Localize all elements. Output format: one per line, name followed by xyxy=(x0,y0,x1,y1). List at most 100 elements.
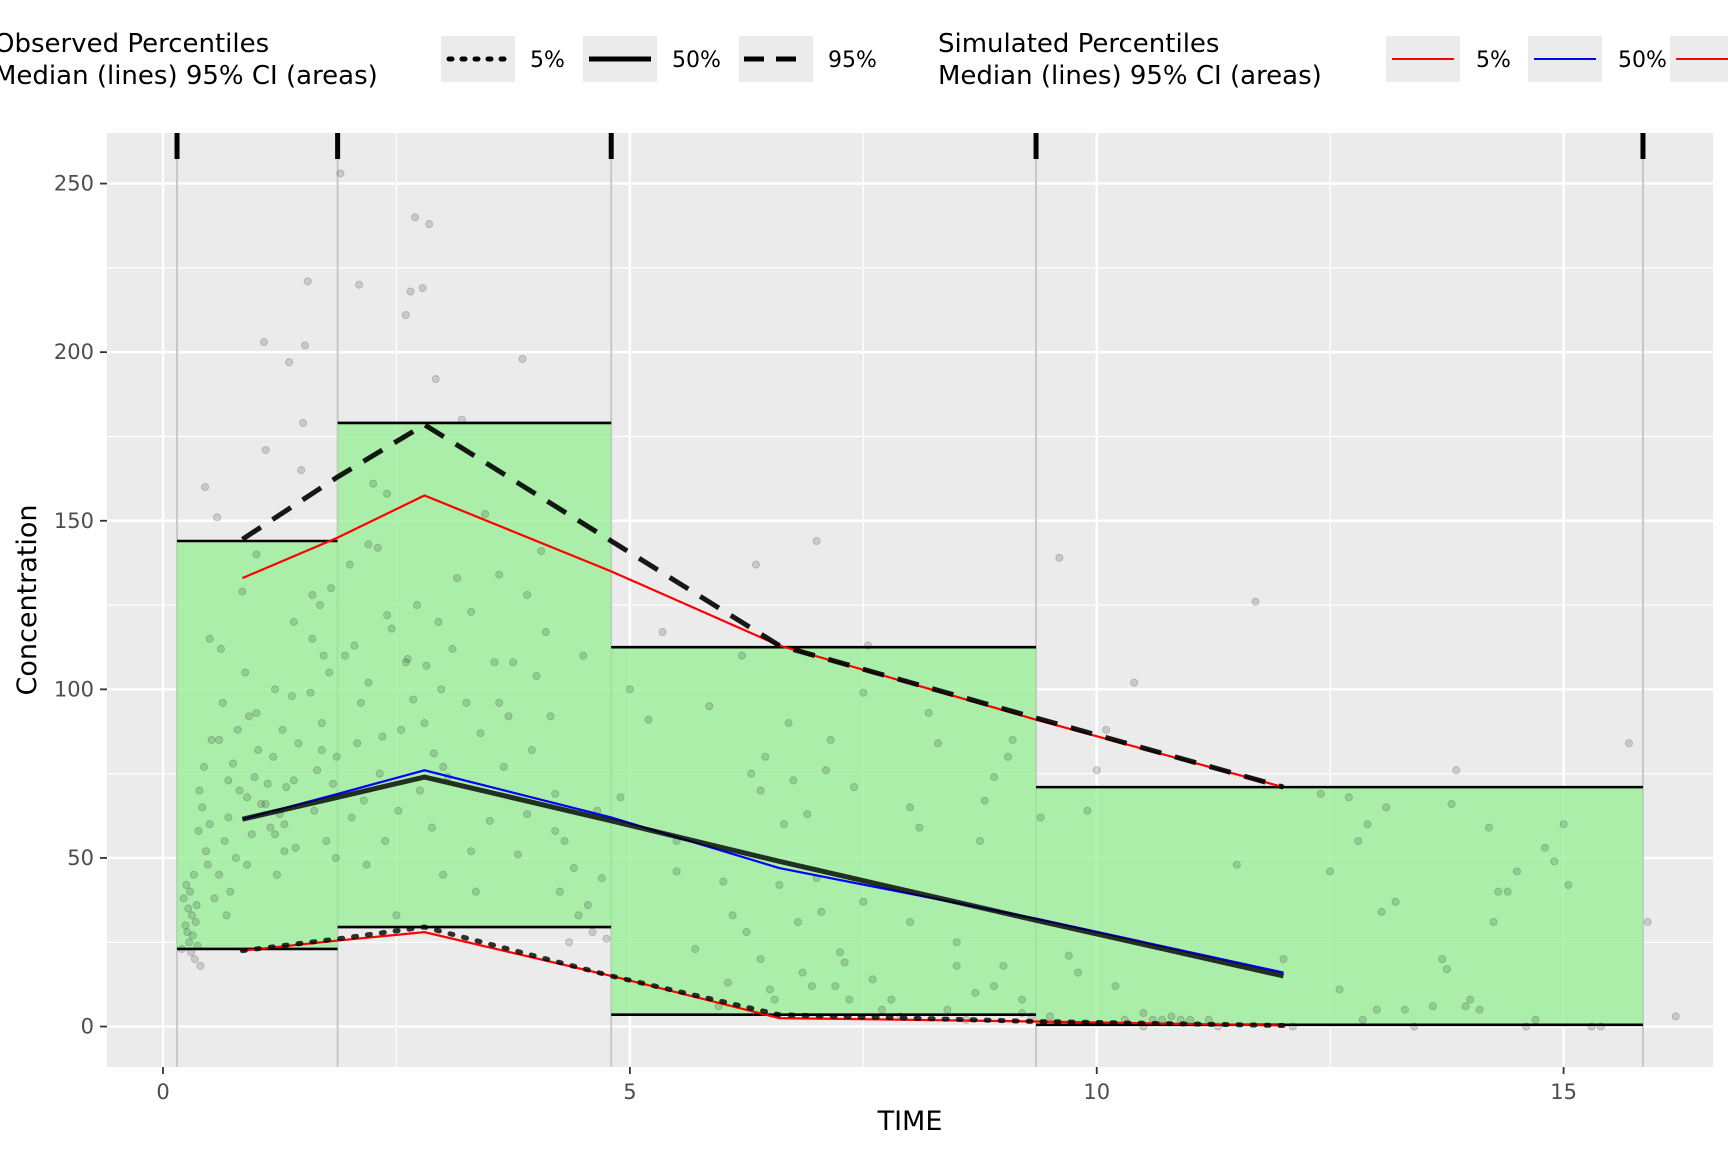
observation-point xyxy=(289,617,298,626)
observation-point xyxy=(1442,965,1451,974)
observation-point xyxy=(315,601,324,610)
observation-point xyxy=(1428,1002,1437,1011)
observation-point xyxy=(583,901,592,910)
observation-point xyxy=(747,769,756,778)
observation-point xyxy=(537,547,546,556)
y-tick-label: 50 xyxy=(67,846,94,870)
legend: Observed Percentiles Median (lines) 95% … xyxy=(0,29,1728,91)
observation-point xyxy=(756,955,765,964)
series-observed-5 xyxy=(239,924,1286,1029)
observation-point xyxy=(439,762,448,771)
observation-point xyxy=(297,466,306,475)
observation-point xyxy=(1559,820,1568,829)
observation-point xyxy=(195,786,204,795)
observation-point xyxy=(213,513,222,522)
observation-point xyxy=(789,776,798,785)
observation-point xyxy=(201,483,210,492)
observation-point xyxy=(220,837,229,846)
observation-point xyxy=(1046,1012,1055,1021)
observation-point xyxy=(280,847,289,856)
observation-point xyxy=(243,860,252,869)
observation-point xyxy=(362,860,371,869)
observation-point xyxy=(761,752,770,761)
observation-point xyxy=(181,921,190,930)
observation-point xyxy=(976,837,985,846)
observation-point xyxy=(282,783,291,792)
observation-point xyxy=(280,820,289,829)
observation-point xyxy=(403,655,412,664)
observation-point xyxy=(644,715,653,724)
observation-point xyxy=(485,816,494,825)
observation-point xyxy=(1335,985,1344,994)
x-axis-title: TIME xyxy=(877,1106,943,1137)
observation-point xyxy=(238,587,247,596)
observation-point xyxy=(1671,1012,1680,1021)
observation-point xyxy=(1494,887,1503,896)
observation-point xyxy=(1391,897,1400,906)
legend-simulated-5-label: 5% xyxy=(1476,48,1511,73)
observation-point xyxy=(509,658,518,667)
observation-point xyxy=(826,735,835,744)
observation-point xyxy=(397,725,406,734)
observation-point xyxy=(471,887,480,896)
legend-simulated-keys: 5% 50% xyxy=(1386,36,1728,82)
observation-point xyxy=(1377,907,1386,916)
observation-point xyxy=(849,783,858,792)
observation-point xyxy=(565,938,574,947)
observation-point xyxy=(1522,1022,1531,1031)
observation-point xyxy=(185,938,194,947)
observation-point xyxy=(177,944,186,953)
observation-point xyxy=(207,735,216,744)
observation-point xyxy=(915,823,924,832)
observation-point xyxy=(193,941,202,950)
observation-point xyxy=(272,870,281,879)
observation-point xyxy=(226,887,235,896)
observation-point xyxy=(448,644,457,653)
y-tick-label: 150 xyxy=(54,509,94,533)
observation-point xyxy=(383,611,392,620)
observation-point xyxy=(574,911,583,920)
observation-point xyxy=(467,847,476,856)
observation-point xyxy=(999,961,1008,970)
observation-point xyxy=(817,907,826,916)
y-axis-title: Concentration xyxy=(12,504,43,695)
legend-observed-title-line2: Median (lines) 95% CI (areas) xyxy=(0,61,378,91)
observation-point xyxy=(187,948,196,957)
observation-point xyxy=(266,823,275,832)
observation-point xyxy=(742,928,751,937)
observation-point xyxy=(325,668,334,677)
observation-point xyxy=(990,773,999,782)
observation-point xyxy=(375,769,384,778)
observation-point xyxy=(381,837,390,846)
observation-point xyxy=(1102,725,1111,734)
observation-point xyxy=(1512,867,1521,876)
observation-point xyxy=(555,887,564,896)
observation-point xyxy=(359,796,368,805)
observation-point xyxy=(602,934,611,943)
observation-point xyxy=(1358,1015,1367,1024)
observation-point xyxy=(980,796,989,805)
observation-point xyxy=(719,877,728,886)
observation-point xyxy=(306,688,315,697)
observation-point xyxy=(1130,678,1139,687)
observation-point xyxy=(499,762,508,771)
observation-point xyxy=(859,897,868,906)
observation-point xyxy=(336,169,345,178)
observation-point xyxy=(190,955,199,964)
observation-point xyxy=(278,725,287,734)
observation-point xyxy=(187,911,196,920)
observation-point xyxy=(401,311,410,320)
observation-point xyxy=(1018,995,1027,1004)
x-tick-label: 10 xyxy=(1083,1080,1110,1104)
observation-point xyxy=(425,220,434,229)
observation-point xyxy=(210,894,219,903)
observation-point xyxy=(1036,813,1045,822)
percentile-lines xyxy=(239,421,1286,1029)
observation-point xyxy=(179,894,188,903)
observation-point xyxy=(1372,1005,1381,1014)
observation-point xyxy=(235,786,244,795)
observation-point xyxy=(327,584,336,593)
observation-point xyxy=(331,853,340,862)
observation-point xyxy=(269,752,278,761)
observation-point xyxy=(216,644,225,653)
